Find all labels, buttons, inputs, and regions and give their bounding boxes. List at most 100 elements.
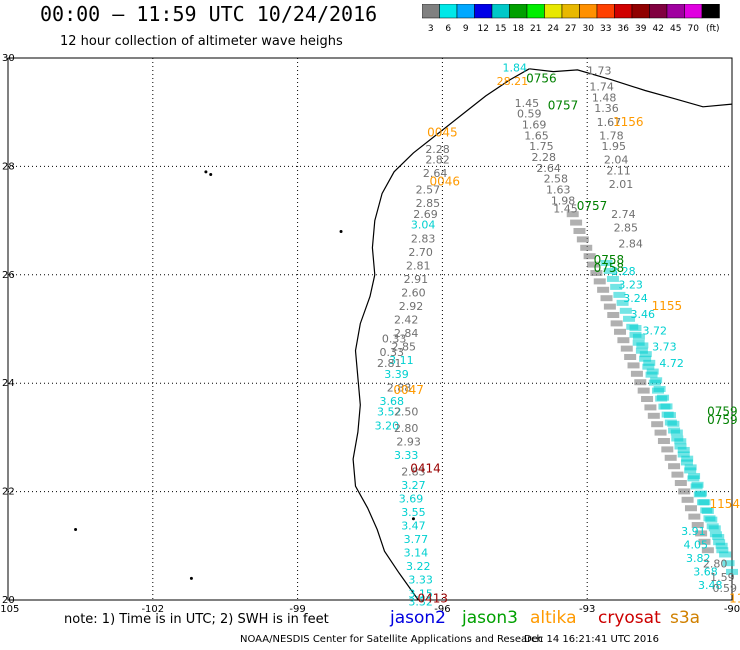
- swh-value: 2.85: [416, 197, 441, 210]
- color-swatch: [614, 4, 633, 19]
- pass-time: 0414: [410, 462, 441, 476]
- track-sample: [653, 385, 666, 392]
- swh-value: 4.05: [684, 539, 709, 552]
- swh-value: 2.83: [401, 465, 426, 478]
- swh-value: 3.68: [693, 566, 718, 579]
- track-sample: [680, 459, 693, 466]
- color-scale-label: (ft): [706, 24, 720, 34]
- lat-tick-label: 22: [2, 487, 15, 498]
- lon-tick-label: -102: [141, 604, 164, 615]
- swh-value: 1.98: [551, 194, 576, 207]
- swh-value: 2.11: [606, 165, 631, 178]
- color-scale-label: 33: [600, 24, 611, 34]
- swh-color-scale: 3 6 9 12 15 18 21 24 27 30 33 36 39 42 45 70 (ft): [422, 4, 720, 34]
- track-sample: [657, 394, 670, 401]
- swh-value: 2.85: [392, 341, 417, 354]
- track-sample: [580, 244, 593, 251]
- swh-value: 2.69: [413, 208, 438, 221]
- track-sample: [634, 379, 647, 386]
- swh-value: 0.59: [517, 108, 542, 121]
- track-sample: [674, 480, 687, 487]
- swh-value: 3.72: [643, 324, 668, 337]
- track-sample: [607, 311, 620, 318]
- track-sample: [713, 539, 726, 546]
- swh-value: 3.48: [698, 579, 723, 592]
- swh-value: 2.04: [604, 154, 629, 167]
- color-scale-label: 9: [463, 24, 469, 34]
- track-sample: [691, 522, 704, 529]
- lat-tick-label: 30: [2, 53, 15, 64]
- pass-time: 0045: [427, 126, 458, 140]
- track-sample: [576, 236, 589, 243]
- track-sample: [708, 525, 721, 532]
- track-sample: [639, 355, 652, 362]
- track-sample: [701, 547, 714, 554]
- swh-value: 1.75: [529, 140, 554, 153]
- pass-time: 0047: [393, 383, 424, 397]
- color-swatch: [544, 4, 563, 19]
- color-swatch: [439, 4, 458, 19]
- pass-time: 0758: [594, 261, 625, 275]
- pass-time: 0413: [417, 592, 448, 606]
- swh-value: 28.21: [497, 75, 529, 88]
- swh-value: 2.50: [394, 406, 419, 419]
- pass-time: 0757: [548, 98, 579, 112]
- track-sample: [688, 513, 701, 520]
- swh-value: 3.47: [401, 520, 426, 533]
- swh-value: 3.52: [377, 406, 402, 419]
- swh-value: 3.55: [401, 506, 426, 519]
- swh-value: 1.69: [522, 118, 547, 131]
- track-sample: [678, 488, 691, 495]
- color-swatch: [631, 4, 650, 19]
- color-scale-label: 12: [478, 24, 489, 34]
- color-scale-label: 30: [583, 24, 595, 34]
- swh-value: 2.84: [618, 238, 643, 251]
- color-swatch: [474, 4, 493, 19]
- swh-value: 2.64: [423, 167, 448, 180]
- track-sample: [566, 211, 579, 218]
- swh-value: 1.74: [589, 81, 614, 94]
- swh-value: 3.28: [611, 265, 636, 278]
- color-scale-label: 45: [670, 24, 681, 34]
- track-sample: [677, 451, 690, 458]
- track-sample: [586, 261, 599, 268]
- pass-time: 0759: [707, 413, 738, 427]
- color-scale-label: 39: [635, 24, 647, 34]
- page-title: 00:00 – 11:59 UTC 10/24/2016: [40, 2, 378, 26]
- track-sample: [593, 278, 606, 285]
- swh-value: 4.72: [659, 357, 684, 370]
- track-sample: [663, 412, 676, 419]
- track-sample: [664, 454, 677, 461]
- track-sample: [627, 362, 640, 369]
- track-sample: [661, 446, 674, 453]
- track-sample: [694, 490, 707, 497]
- coast-feature: [204, 170, 208, 174]
- track-sample: [654, 429, 667, 436]
- coast-feature: [411, 517, 415, 521]
- track-sample: [637, 387, 650, 394]
- color-scale-label: 36: [618, 24, 630, 34]
- track-sample: [600, 259, 613, 266]
- track-sample: [620, 345, 633, 352]
- color-scale-label: 24: [548, 24, 560, 34]
- track-sample: [716, 547, 729, 554]
- track-sample: [712, 534, 725, 541]
- swh-value: 1.59: [710, 571, 735, 584]
- legend-jason3: jason3: [462, 608, 518, 628]
- swh-value: 2.01: [609, 178, 634, 191]
- color-swatch: [666, 4, 685, 19]
- track-sample: [632, 333, 645, 340]
- swh-value: 2.70: [408, 246, 433, 259]
- track-sample: [639, 351, 652, 358]
- swh-value: 2.58: [544, 173, 569, 186]
- track-sample: [667, 420, 680, 427]
- swh-value: 2.80: [394, 422, 419, 435]
- track-sample: [642, 363, 655, 370]
- coastline-texas-mexico: [352, 68, 530, 601]
- map-frame: [7, 57, 733, 601]
- swh-value: 2.28: [532, 151, 557, 164]
- track-sample: [722, 560, 735, 567]
- color-swatch: [456, 4, 475, 19]
- swh-value: 3.15: [408, 587, 433, 600]
